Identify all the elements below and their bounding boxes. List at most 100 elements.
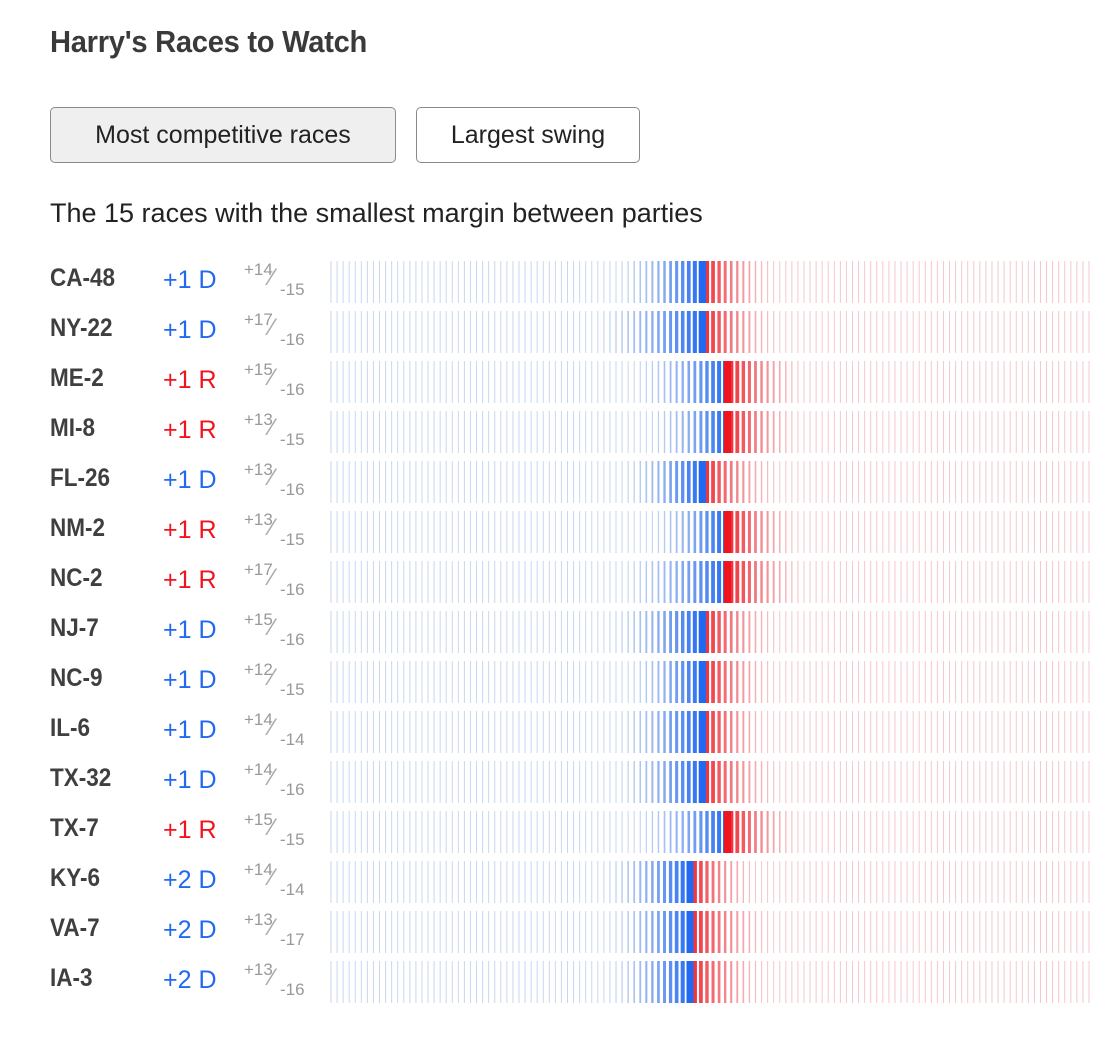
range-high: +13	[244, 460, 273, 479]
range-low: -17	[280, 930, 305, 949]
race-row: MI-8 +1 R +13 ⁄ -15	[0, 408, 1118, 458]
race-row: NM-2 +1 R +13 ⁄ -15	[0, 508, 1118, 558]
race-margin: +1 D	[163, 766, 217, 794]
race-margin: +1 D	[163, 316, 217, 344]
projected-margin-marker	[724, 561, 731, 603]
outcome-distribution-bar	[330, 461, 1090, 503]
range-low: -16	[280, 580, 305, 599]
range-low: -16	[280, 480, 305, 499]
race-label: IA-3	[50, 964, 93, 992]
range-low: -16	[280, 380, 305, 399]
race-margin: +1 R	[163, 416, 217, 444]
race-margin: +1 D	[163, 466, 217, 494]
projected-margin-marker	[686, 961, 694, 1003]
race-row: NY-22 +1 D +17 ⁄ -16	[0, 308, 1118, 358]
race-label: KY-6	[50, 864, 101, 892]
tab-most-competitive[interactable]: Most competitive races	[50, 107, 396, 163]
tab-largest-swing[interactable]: Largest swing	[416, 107, 640, 163]
range-high: +14	[244, 860, 273, 879]
range-low: -16	[280, 630, 305, 649]
margin-range: +17 ⁄ -16	[244, 560, 324, 606]
projected-margin-marker	[686, 861, 694, 903]
projected-margin-marker	[699, 461, 706, 503]
range-slash: ⁄	[270, 714, 275, 741]
margin-range: +13 ⁄ -15	[244, 510, 324, 556]
outcome-distribution-bar	[330, 811, 1090, 853]
race-row: KY-6 +2 D +14 ⁄ -14	[0, 858, 1118, 908]
margin-range: +15 ⁄ -15	[244, 810, 324, 856]
range-high: +14	[244, 260, 273, 279]
range-slash: ⁄	[270, 964, 275, 991]
race-label: IL-6	[50, 714, 91, 742]
race-label: FL-26	[50, 464, 111, 492]
range-low: -15	[280, 430, 305, 449]
race-row: TX-32 +1 D +14 ⁄ -16	[0, 758, 1118, 808]
race-row: NC-2 +1 R +17 ⁄ -16	[0, 558, 1118, 608]
range-high: +12	[244, 660, 273, 679]
race-margin: +2 D	[163, 966, 217, 994]
margin-range: +17 ⁄ -16	[244, 310, 324, 356]
margin-range: +15 ⁄ -16	[244, 360, 324, 406]
range-high: +13	[244, 960, 273, 979]
range-low: -14	[280, 730, 305, 749]
range-low: -14	[280, 880, 305, 899]
race-label: VA-7	[50, 914, 100, 942]
outcome-distribution-bar	[330, 961, 1090, 1003]
race-margin: +1 R	[163, 816, 217, 844]
margin-range: +13 ⁄ -17	[244, 910, 324, 956]
outcome-distribution-bar	[330, 361, 1090, 403]
range-high: +15	[244, 360, 273, 379]
projected-margin-marker	[699, 611, 706, 653]
range-slash: ⁄	[270, 514, 275, 541]
race-label: NM-2	[50, 514, 105, 542]
range-high: +15	[244, 810, 273, 829]
range-high: +14	[244, 760, 273, 779]
range-high: +13	[244, 410, 273, 429]
outcome-distribution-bar	[330, 561, 1090, 603]
outcome-distribution-bar	[330, 311, 1090, 353]
race-margin: +2 D	[163, 866, 217, 894]
race-margin: +1 D	[163, 616, 217, 644]
margin-range: +14 ⁄ -15	[244, 260, 324, 306]
range-slash: ⁄	[270, 564, 275, 591]
range-slash: ⁄	[270, 314, 275, 341]
race-row: CA-48 +1 D +14 ⁄ -15	[0, 258, 1118, 308]
margin-range: +14 ⁄ -14	[244, 710, 324, 756]
range-high: +17	[244, 560, 273, 579]
projected-margin-marker	[699, 711, 706, 753]
race-margin: +1 R	[163, 566, 217, 594]
projected-margin-marker	[724, 511, 731, 553]
race-label: TX-7	[50, 814, 99, 842]
chart-subtitle: The 15 races with the smallest margin be…	[50, 198, 703, 228]
margin-range: +13 ⁄ -15	[244, 410, 324, 456]
range-high: +17	[244, 310, 273, 329]
projected-margin-marker	[699, 761, 706, 803]
projected-margin-marker	[724, 361, 731, 403]
projected-margin-marker	[724, 811, 731, 853]
range-slash: ⁄	[270, 914, 275, 941]
race-label: TX-32	[50, 764, 112, 792]
race-margin: +2 D	[163, 916, 217, 944]
race-label: NY-22	[50, 314, 113, 342]
race-label: NC-2	[50, 564, 103, 592]
race-margin: +1 D	[163, 666, 217, 694]
race-row: TX-7 +1 R +15 ⁄ -15	[0, 808, 1118, 858]
race-label: ME-2	[50, 364, 104, 392]
range-slash: ⁄	[270, 764, 275, 791]
race-label: NC-9	[50, 664, 103, 692]
range-low: -15	[280, 680, 305, 699]
race-margin: +1 R	[163, 516, 217, 544]
race-margin: +1 D	[163, 266, 217, 294]
margin-range: +12 ⁄ -15	[244, 660, 324, 706]
projected-margin-marker	[686, 911, 694, 953]
race-row: VA-7 +2 D +13 ⁄ -17	[0, 908, 1118, 958]
range-slash: ⁄	[270, 264, 275, 291]
range-slash: ⁄	[270, 664, 275, 691]
outcome-distribution-bar	[330, 911, 1090, 953]
range-low: -16	[280, 330, 305, 349]
outcome-distribution-bar	[330, 661, 1090, 703]
range-high: +13	[244, 910, 273, 929]
range-slash: ⁄	[270, 864, 275, 891]
outcome-distribution-bar	[330, 611, 1090, 653]
range-low: -15	[280, 530, 305, 549]
